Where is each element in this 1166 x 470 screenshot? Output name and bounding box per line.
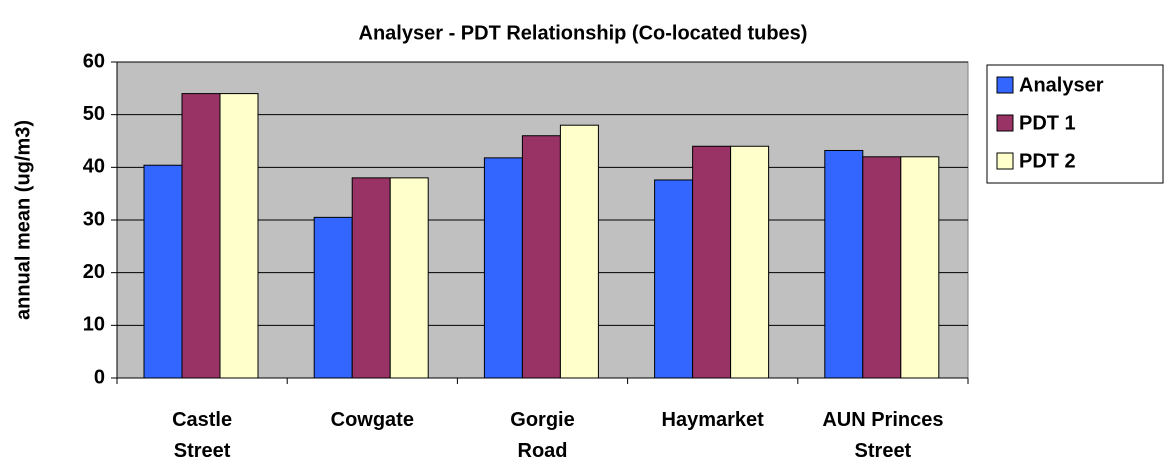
legend-label: Analyser <box>1019 74 1104 96</box>
x-tick-label: Gorgie Road <box>510 409 575 462</box>
bar <box>219 93 259 379</box>
bar <box>654 179 694 379</box>
bar <box>351 177 391 379</box>
bar <box>900 156 940 379</box>
bar <box>181 93 221 379</box>
y-tick-label: 20 <box>83 261 105 283</box>
bar <box>862 156 902 379</box>
legend-label: PDT 1 <box>1019 112 1076 134</box>
legend-label: PDT 2 <box>1019 150 1076 172</box>
x-tick-label: Castle Street <box>172 409 233 462</box>
y-tick-label: 30 <box>83 208 105 230</box>
y-axis-label: annual mean (ug/m3) <box>12 120 34 320</box>
y-tick-label: 0 <box>94 366 105 388</box>
bar <box>521 135 561 379</box>
bar <box>559 124 599 379</box>
x-tick-label: Cowgate <box>330 409 414 431</box>
x-tick-label: Haymarket <box>661 409 764 431</box>
legend-swatch <box>996 114 1014 132</box>
legend-swatch <box>996 152 1014 170</box>
bar <box>389 177 429 379</box>
y-tick-label: 40 <box>83 156 105 178</box>
y-tick-label: 10 <box>83 314 105 336</box>
chart-title: Analyser - PDT Relationship (Co-located … <box>359 22 808 44</box>
y-tick-label: 60 <box>83 50 105 72</box>
bar <box>824 149 864 379</box>
bar <box>313 216 353 379</box>
bar <box>143 164 183 379</box>
bar <box>483 157 523 379</box>
legend-box <box>986 64 1164 184</box>
y-tick-label: 50 <box>83 103 105 125</box>
x-tick-label: AUN Princes Street <box>822 409 944 462</box>
legend-swatch <box>996 76 1014 94</box>
bar <box>730 145 770 379</box>
bar <box>692 145 732 379</box>
